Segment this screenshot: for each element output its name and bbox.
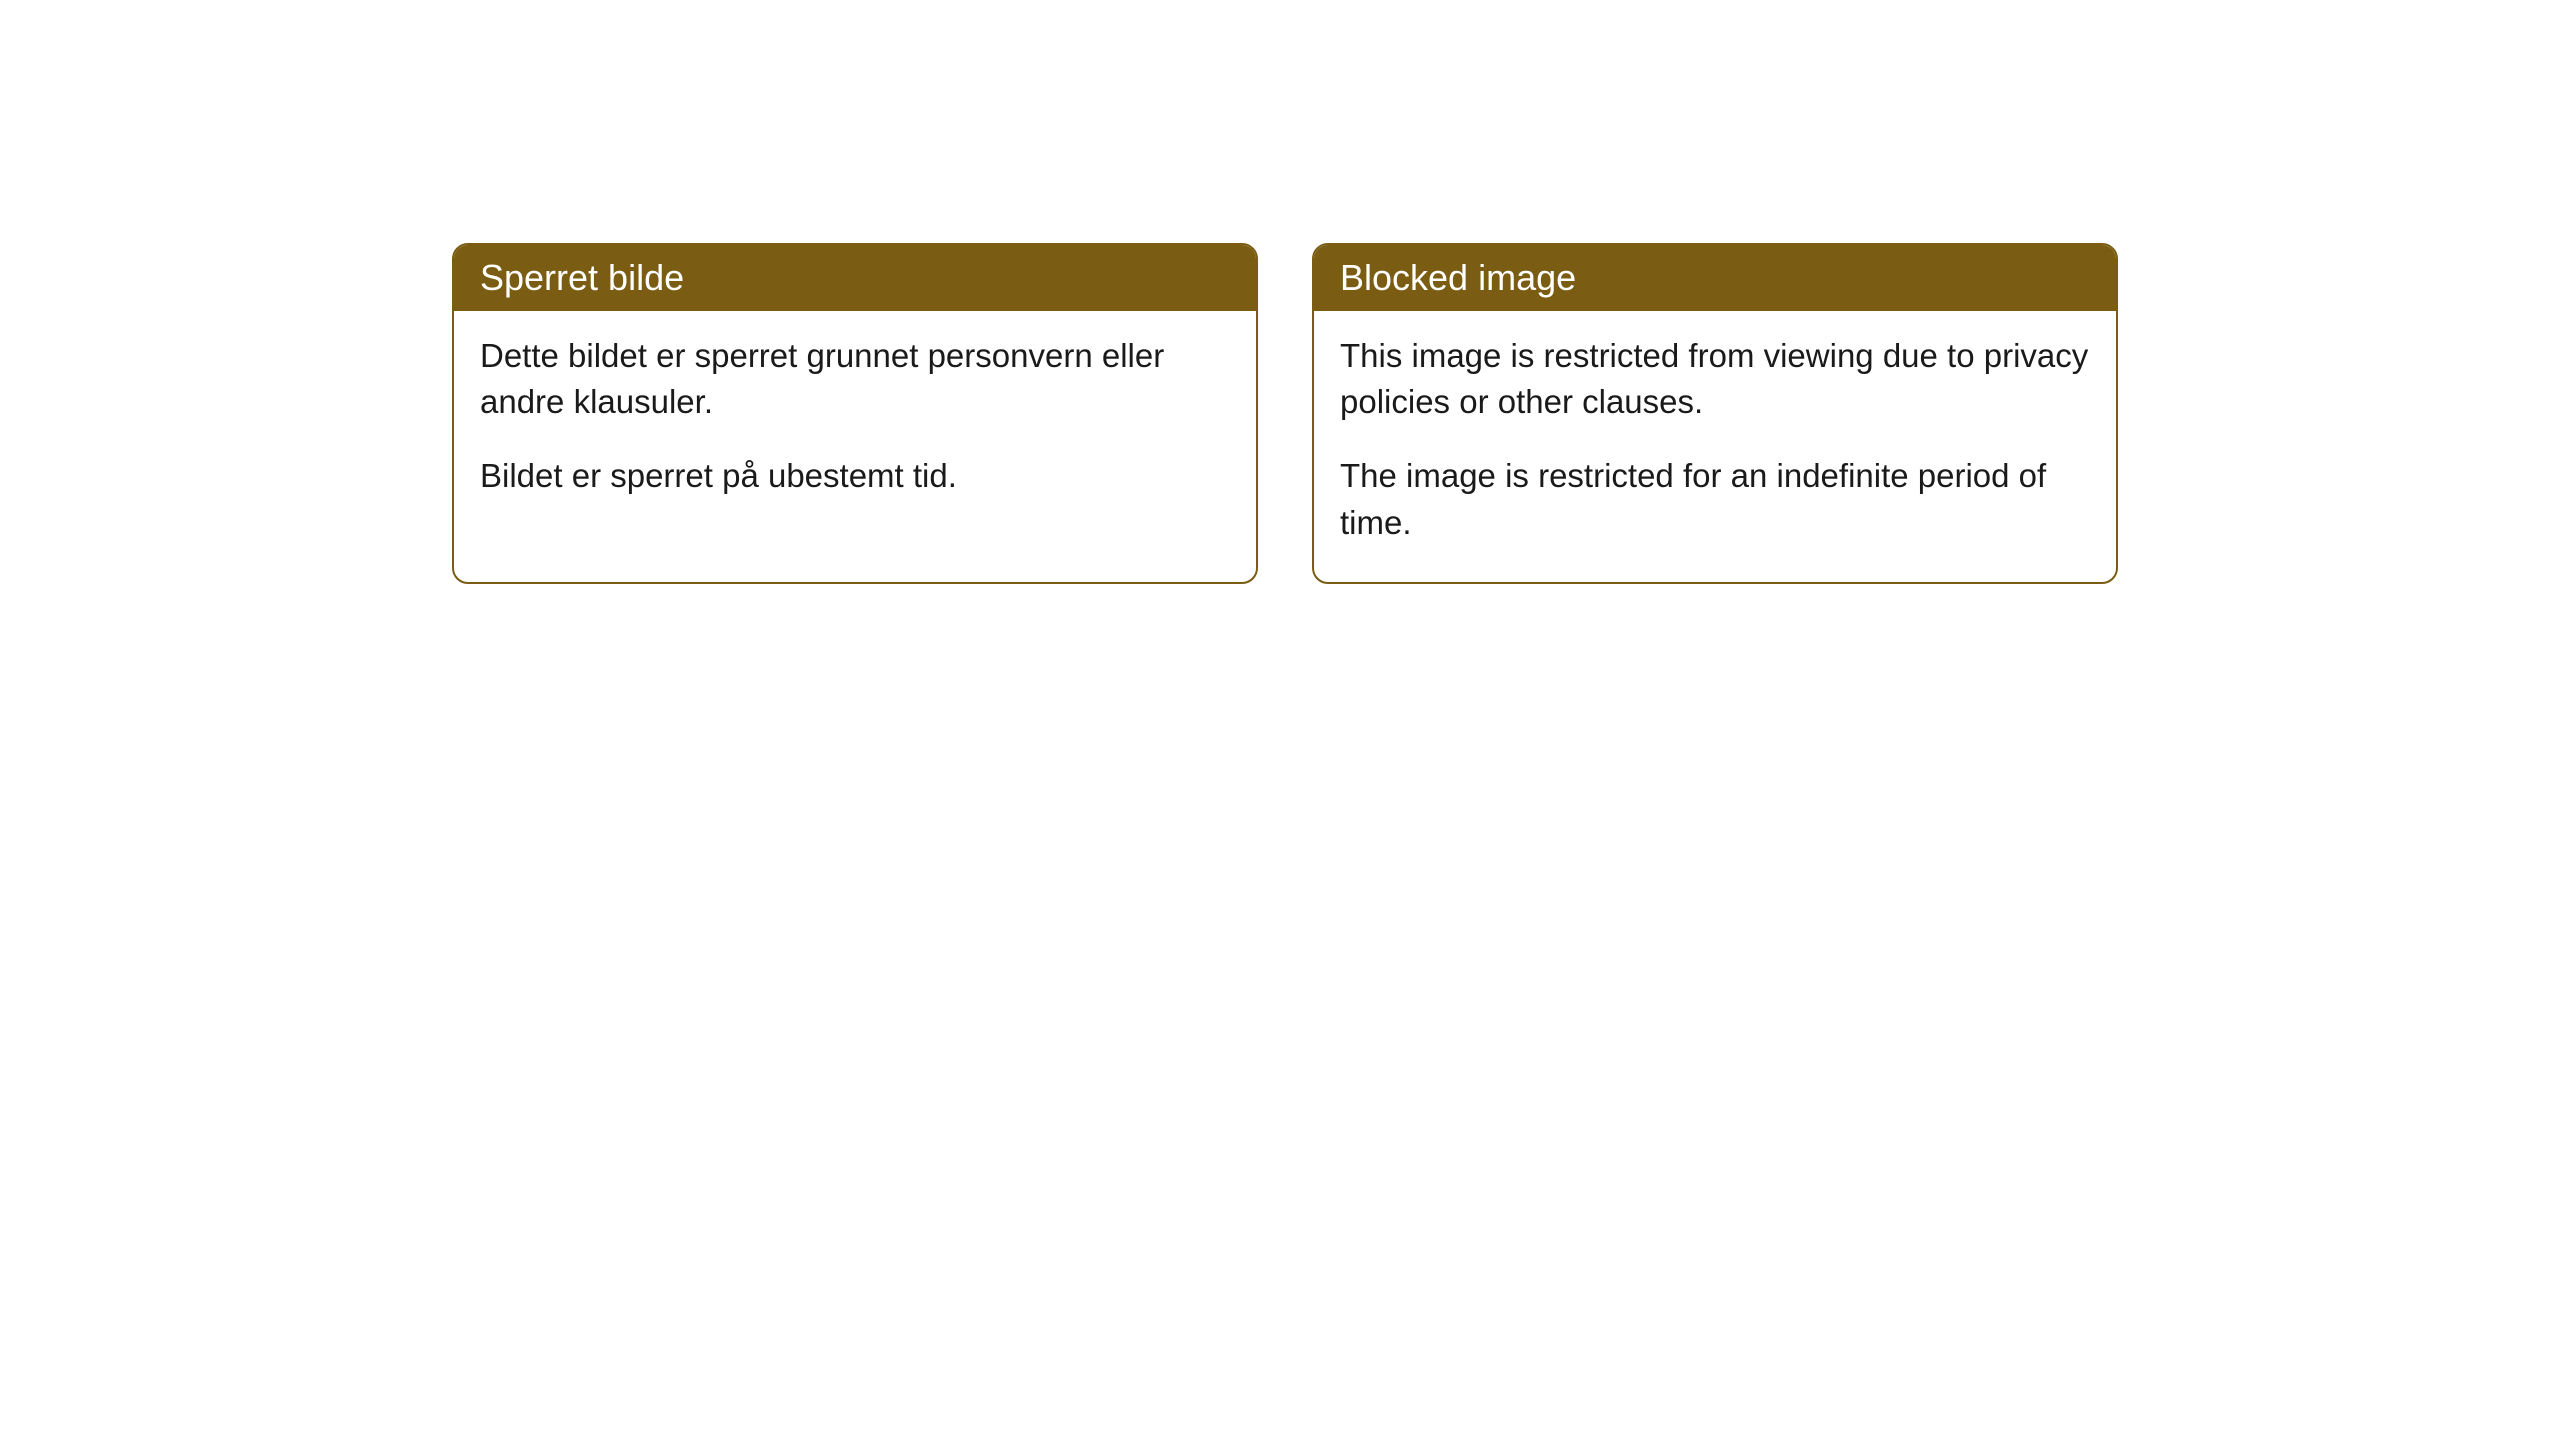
card-header-norwegian: Sperret bilde (454, 245, 1256, 311)
card-paragraph-2: Bildet er sperret på ubestemt tid. (480, 453, 1230, 499)
card-header-english: Blocked image (1314, 245, 2116, 311)
card-paragraph-1: Dette bildet er sperret grunnet personve… (480, 333, 1230, 425)
notice-container: Sperret bilde Dette bildet er sperret gr… (452, 243, 2118, 584)
card-paragraph-2: The image is restricted for an indefinit… (1340, 453, 2090, 545)
notice-card-english: Blocked image This image is restricted f… (1312, 243, 2118, 584)
card-body-norwegian: Dette bildet er sperret grunnet personve… (454, 311, 1256, 536)
card-paragraph-1: This image is restricted from viewing du… (1340, 333, 2090, 425)
card-body-english: This image is restricted from viewing du… (1314, 311, 2116, 582)
notice-card-norwegian: Sperret bilde Dette bildet er sperret gr… (452, 243, 1258, 584)
